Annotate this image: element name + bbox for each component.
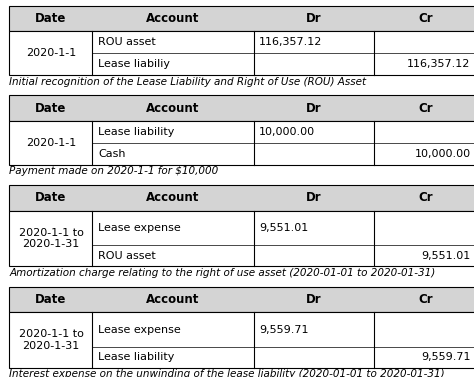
Text: Dr: Dr (306, 293, 322, 306)
Bar (9, 95, 474, 121)
Text: ROU asset: ROU asset (98, 37, 156, 47)
Text: Cash: Cash (98, 149, 126, 159)
Text: Cr: Cr (418, 12, 433, 25)
Text: Account: Account (146, 293, 200, 306)
Text: ROU asset: ROU asset (98, 251, 156, 261)
Text: Amortization charge relating to the right of use asset (2020-01-01 to 2020-01-31: Amortization charge relating to the righ… (9, 268, 436, 278)
Text: Date: Date (35, 192, 67, 204)
Text: Date: Date (35, 12, 67, 25)
Text: Lease expense: Lease expense (98, 223, 181, 233)
Bar (9, 185, 474, 211)
Text: Account: Account (146, 102, 200, 115)
Text: 116,357.12: 116,357.12 (259, 37, 323, 47)
Text: Account: Account (146, 192, 200, 204)
Bar (9, 312, 474, 368)
Text: Lease liability: Lease liability (98, 352, 174, 362)
Bar (9, 121, 474, 165)
Bar (9, 287, 474, 312)
Text: 10,000.00: 10,000.00 (259, 127, 315, 137)
Text: Payment made on 2020-1-1 for $10,000: Payment made on 2020-1-1 for $10,000 (9, 166, 219, 176)
Text: 9,551.01: 9,551.01 (421, 251, 471, 261)
Text: Interest expense on the unwinding of the lease liability (2020-01-01 to 2020-01-: Interest expense on the unwinding of the… (9, 369, 445, 377)
Bar (9, 6, 474, 31)
Text: Lease expense: Lease expense (98, 325, 181, 334)
Bar (9, 31, 474, 75)
Text: Cr: Cr (418, 102, 433, 115)
Text: Dr: Dr (306, 102, 322, 115)
Text: Account: Account (146, 12, 200, 25)
Text: 9,559.71: 9,559.71 (421, 352, 471, 362)
Text: Lease liability: Lease liability (98, 127, 174, 137)
Text: 2020-1-1 to
2020-1-31: 2020-1-1 to 2020-1-31 (18, 329, 83, 351)
Text: Initial recognition of the Lease Liability and Right of Use (ROU) Asset: Initial recognition of the Lease Liabili… (9, 77, 366, 87)
Text: 10,000.00: 10,000.00 (415, 149, 471, 159)
Bar (9, 211, 474, 266)
Text: Date: Date (35, 102, 67, 115)
Text: Date: Date (35, 293, 67, 306)
Text: Cr: Cr (418, 293, 433, 306)
Text: Dr: Dr (306, 192, 322, 204)
Text: 9,551.01: 9,551.01 (259, 223, 309, 233)
Text: 116,357.12: 116,357.12 (407, 59, 471, 69)
Text: 2020-1-1 to
2020-1-31: 2020-1-1 to 2020-1-31 (18, 228, 83, 249)
Text: 2020-1-1: 2020-1-1 (26, 138, 76, 148)
Text: 2020-1-1: 2020-1-1 (26, 48, 76, 58)
Text: Dr: Dr (306, 12, 322, 25)
Text: Lease liabiliy: Lease liabiliy (98, 59, 170, 69)
Text: 9,559.71: 9,559.71 (259, 325, 309, 334)
Text: Cr: Cr (418, 192, 433, 204)
